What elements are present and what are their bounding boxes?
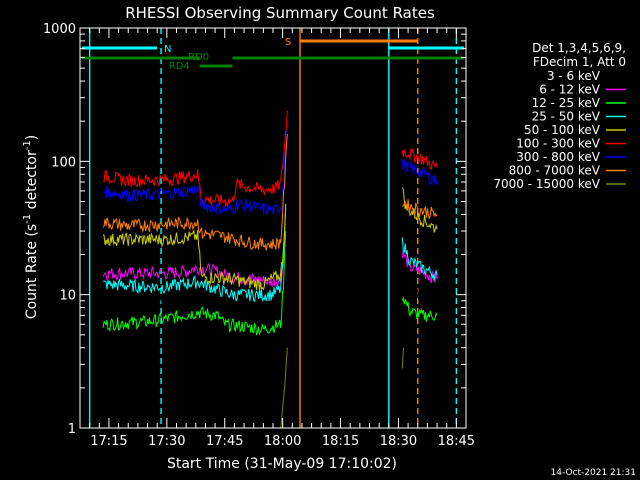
state-label: S [285,37,291,48]
y-axis-label-exponent: -1 [22,214,33,224]
y-axis-label: Count Rate (s-1 detector-1) [22,135,40,319]
x-axis-label: Start Time (31-May-09 17:10:02) [167,456,397,472]
y-axis-label-part: ) [24,135,40,140]
legend-entry-label: 50 - 100 keV [524,123,601,137]
legend: Det 1,3,4,5,6,9, FDecim 1, Att 0 3 - 6 k… [493,41,626,191]
legend-entry-label: 3 - 6 keV [547,69,601,83]
series-line [102,134,288,251]
y-axis-label-exponent: -1 [22,140,33,150]
legend-entry-label: 800 - 7000 keV [509,164,601,178]
state-label: RD4 [169,61,190,72]
x-tick-label: 18:00 [264,434,301,449]
series-line [401,347,404,369]
y-axis-label-part: Count Rate (s [24,224,40,319]
chart-title: RHESSI Observing Summary Count Rates [125,4,435,22]
state-label: N [164,44,171,55]
plot-frame [79,27,467,429]
legend-entry-label: 25 - 50 keV [532,110,601,124]
state-label: RD0 [188,52,209,63]
y-tick-label: 1000 [43,22,76,37]
x-tick-label: 17:45 [206,434,243,449]
footer-date: 14-Oct-2021 21:31 [551,468,636,478]
legend-entry-label: 300 - 800 keV [516,150,600,164]
y-tick-label: 100 [51,155,76,170]
series-line [402,199,438,219]
legend-header: FDecim 1, Att 0 [533,55,626,69]
series-line [102,289,287,324]
x-tick-label: 18:15 [322,434,359,449]
legend-entry-label: 7000 - 15000 keV [493,177,600,191]
x-tick-label: 17:15 [90,434,127,449]
series-line [102,207,287,303]
legend-entry-label: 100 - 300 keV [516,137,600,151]
series-line [401,272,438,309]
vertical-markers [88,28,458,428]
y-tick-label: 1 [68,422,76,437]
series-line [401,237,438,281]
x-tick-label: 18:30 [380,434,417,449]
series-line [280,347,288,429]
axes: 1 10 100 1000 17:15 17:30 17:45 18:00 18:15 18:30… [43,22,475,449]
legend-entry-label: 6 - 12 keV [539,83,601,97]
series-line [401,295,438,322]
x-tick-label: 18:45 [438,434,475,449]
legend-header: Det 1,3,4,5,6,9, [532,41,626,55]
series-line [102,110,288,207]
series-line [401,158,438,186]
series-line [102,203,287,291]
series-line [102,234,287,288]
series-lines [102,110,438,429]
series-line [102,231,287,336]
y-tick-label: 10 [59,289,76,304]
series-line [401,148,438,170]
y-axis-label-part: detector [24,150,40,214]
series-line [103,128,288,216]
x-tick-label: 17:30 [148,434,185,449]
legend-entry-label: 12 - 25 keV [532,96,601,110]
